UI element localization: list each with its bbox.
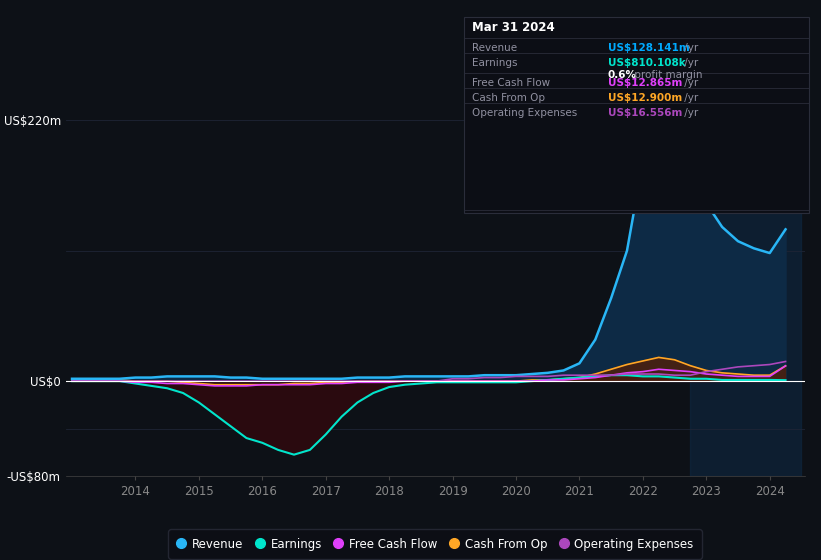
- Text: US$12.865m: US$12.865m: [608, 78, 682, 88]
- Text: /yr: /yr: [681, 43, 699, 53]
- Legend: Revenue, Earnings, Free Cash Flow, Cash From Op, Operating Expenses: Revenue, Earnings, Free Cash Flow, Cash …: [168, 529, 702, 559]
- Text: US$810.108k: US$810.108k: [608, 58, 686, 68]
- Bar: [690, 73, 801, 476]
- Text: Cash From Op: Cash From Op: [472, 93, 545, 103]
- Text: /yr: /yr: [681, 78, 699, 88]
- Text: Earnings: Earnings: [472, 58, 517, 68]
- Text: Free Cash Flow: Free Cash Flow: [472, 78, 550, 88]
- Text: /yr: /yr: [681, 58, 699, 68]
- Text: US$12.900m: US$12.900m: [608, 93, 681, 103]
- Text: Revenue: Revenue: [472, 43, 517, 53]
- Text: Mar 31 2024: Mar 31 2024: [472, 21, 555, 34]
- Text: profit margin: profit margin: [631, 70, 702, 80]
- Text: US$128.141m: US$128.141m: [608, 43, 690, 53]
- Text: Operating Expenses: Operating Expenses: [472, 108, 577, 118]
- Text: /yr: /yr: [681, 108, 699, 118]
- Text: US$16.556m: US$16.556m: [608, 108, 682, 118]
- Text: 0.6%: 0.6%: [608, 70, 636, 80]
- Text: /yr: /yr: [681, 93, 699, 103]
